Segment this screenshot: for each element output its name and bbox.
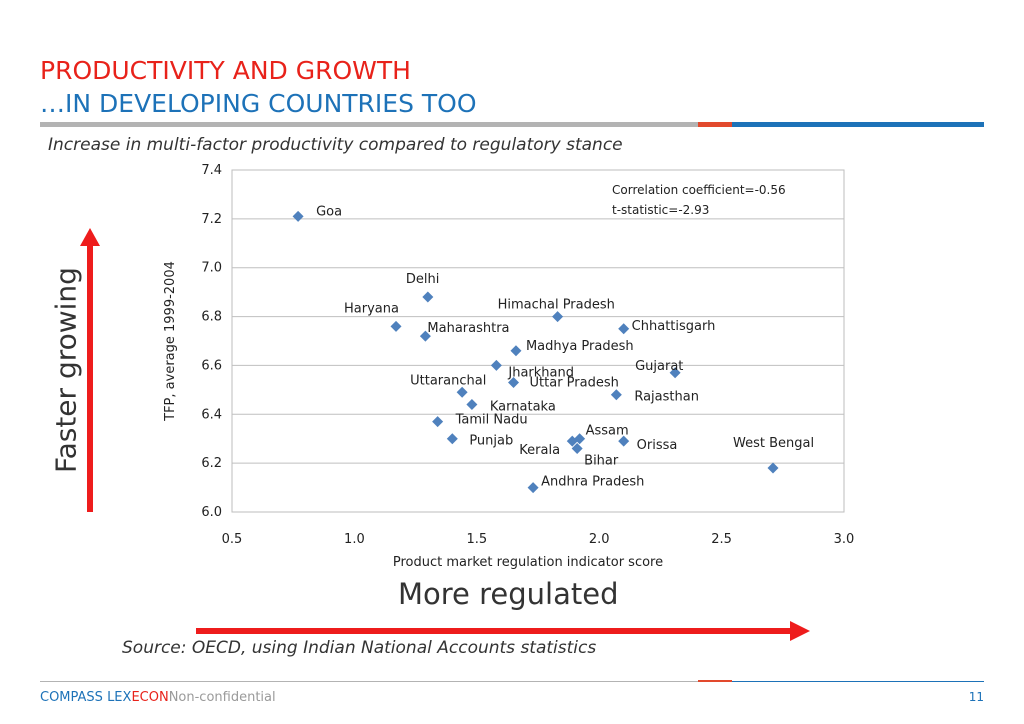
data-label: Maharashtra: [427, 321, 509, 336]
data-label: Goa: [316, 204, 342, 219]
data-point: [508, 377, 520, 389]
y-tick-label: 7.0: [201, 261, 222, 276]
confidentiality-label: Non-confidential: [168, 690, 276, 705]
footer-divider-red: [698, 680, 732, 682]
data-label: Andhra Pradesh: [541, 475, 644, 490]
data-label: Kerala: [519, 443, 560, 458]
page-number: 11: [968, 690, 984, 704]
data-label: Uttar Pradesh: [530, 376, 619, 391]
data-point: [422, 291, 434, 303]
footer-brand: COMPASS LEXECONNon-confidential: [40, 690, 276, 705]
footer-divider-blue: [732, 681, 984, 682]
data-label: Tamil Nadu: [455, 413, 528, 428]
data-label: Punjab: [469, 434, 513, 449]
stats-annotation: Correlation coefficient=-0.56: [612, 183, 786, 197]
data-label: Gujarat: [635, 359, 683, 374]
data-point: [446, 433, 458, 445]
y-tick-label: 6.2: [201, 456, 222, 471]
data-label: Madhya Pradesh: [526, 339, 634, 354]
data-label: Himachal Pradesh: [498, 298, 615, 313]
data-point: [618, 323, 630, 335]
footer-divider-grey: [40, 681, 698, 682]
y-tick-label: 6.6: [201, 358, 222, 373]
y-tick-label: 7.4: [201, 163, 222, 178]
data-point: [618, 435, 630, 447]
x-tick-label: 2.5: [711, 532, 732, 547]
y-tick-label: 6.0: [201, 505, 222, 520]
x-axis-title: Product market regulation indicator scor…: [393, 555, 663, 570]
header-divider-blue: [732, 122, 984, 127]
data-point: [767, 462, 779, 474]
data-label: Jharkhand: [507, 365, 574, 380]
data-label: Rajasthan: [634, 390, 699, 405]
y-axis-title: TFP, average 1999-2004: [163, 261, 178, 422]
data-label: Orissa: [637, 438, 678, 453]
data-point: [552, 311, 564, 323]
y-tick-label: 6.4: [201, 407, 222, 422]
more-regulated-label: More regulated: [398, 577, 619, 611]
data-point: [527, 482, 539, 494]
y-tick-label: 7.2: [201, 212, 222, 227]
page-title: PRODUCTIVITY AND GROWTH: [40, 56, 411, 85]
data-point: [432, 416, 444, 428]
x-tick-label: 3.0: [834, 532, 855, 547]
data-point: [390, 320, 402, 332]
data-label: West Bengal: [733, 436, 814, 451]
source-note: Source: OECD, using Indian National Acco…: [122, 638, 597, 658]
x-tick-label: 1.5: [466, 532, 487, 547]
data-point: [574, 433, 586, 445]
faster-growing-label: Faster growing: [49, 267, 83, 473]
data-point: [571, 442, 583, 454]
header-divider-red: [698, 122, 732, 127]
x-tick-label: 1.0: [344, 532, 365, 547]
brand-name-part1: COMPASS LEX: [40, 690, 132, 705]
scatter-chart: 6.0 6.2 6.4 6.6 6.8 7.0 7.2 7.4 0.5 1.0 1.5 2.0 2.5 3…: [163, 163, 855, 570]
data-label: Karnataka: [490, 400, 556, 415]
data-point: [466, 399, 478, 411]
data-label: Chhattisgarh: [632, 319, 716, 334]
x-tick-label: 2.0: [589, 532, 610, 547]
data-point: [610, 389, 622, 401]
data-point: [456, 386, 468, 398]
stats-annotation: t-statistic=-2.93: [612, 203, 709, 217]
x-tick-label: 0.5: [222, 532, 243, 547]
data-label: Bihar: [584, 453, 619, 468]
data-label: Haryana: [344, 301, 399, 316]
header-divider-grey: [40, 122, 698, 127]
page-subtitle-heading: …IN DEVELOPING COUNTRIES TOO: [40, 89, 477, 118]
chart-caption: Increase in multi-factor productivity co…: [48, 135, 623, 155]
y-tick-label: 6.8: [201, 310, 222, 325]
data-label: Assam: [586, 424, 629, 439]
data-point: [566, 435, 578, 447]
data-point: [510, 345, 522, 357]
data-point: [419, 330, 431, 342]
data-point: [490, 359, 502, 371]
data-point: [669, 367, 681, 379]
vertical-arrow: [80, 228, 100, 512]
plot-area: [231, 169, 845, 513]
data-label: Uttaranchal: [410, 373, 486, 388]
brand-name-part2: ECON: [131, 690, 169, 705]
data-label: Delhi: [406, 272, 439, 287]
data-point: [292, 210, 304, 222]
